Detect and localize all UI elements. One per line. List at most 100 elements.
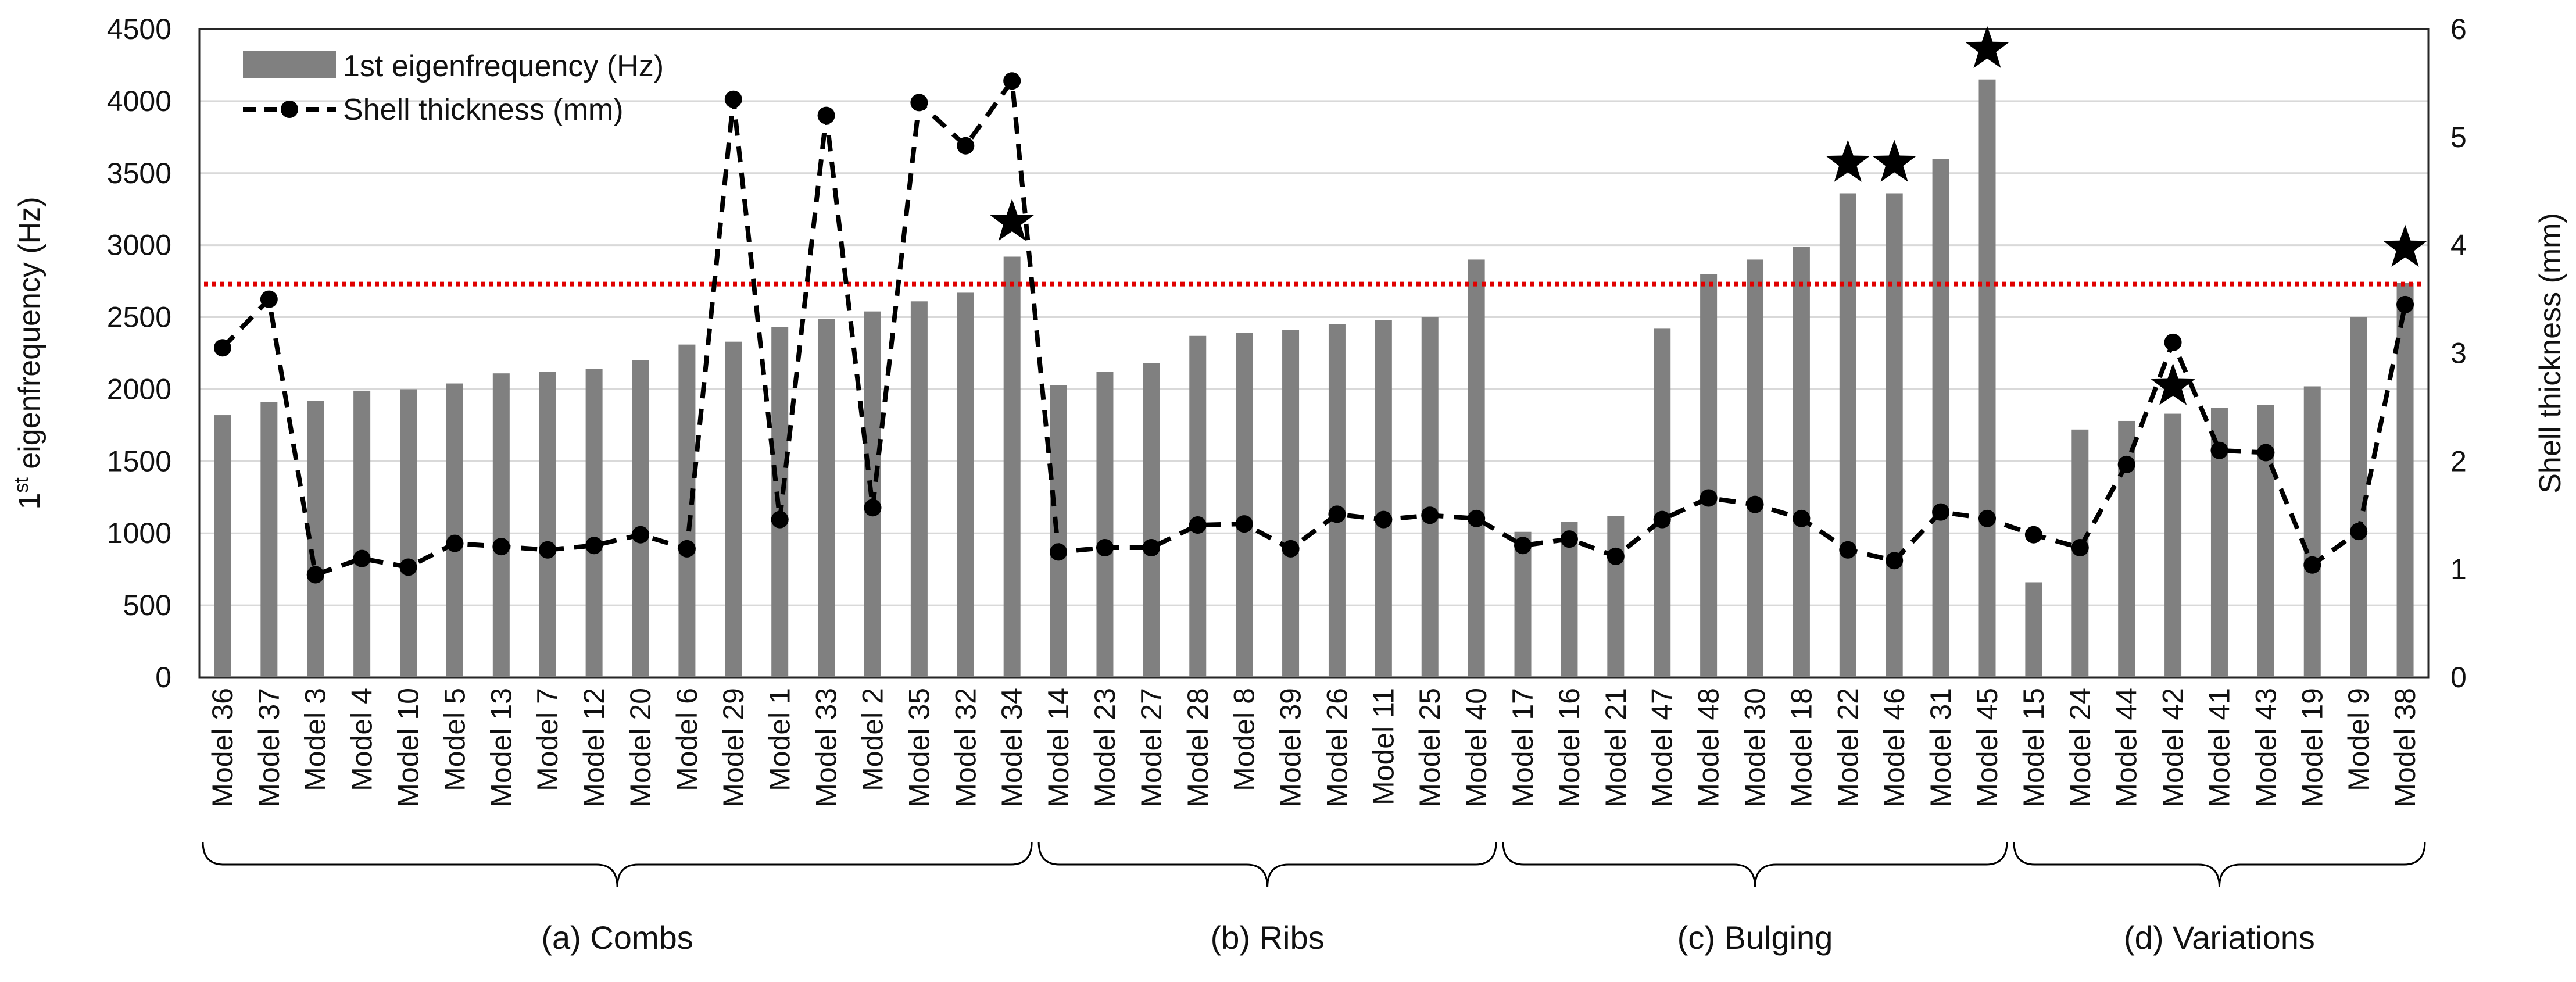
bar <box>400 389 417 677</box>
star-marker <box>1826 140 1870 182</box>
bar <box>1839 193 1856 677</box>
star-marker <box>990 199 1035 241</box>
bar <box>1514 531 1532 677</box>
bar <box>1421 317 1439 677</box>
bar <box>1654 328 1671 677</box>
thickness-marker <box>2396 295 2414 313</box>
x-tick-label: Model 32 <box>949 688 982 808</box>
bar <box>1003 256 1021 677</box>
bar <box>2303 386 2321 677</box>
bar <box>1793 247 1810 678</box>
group-brace <box>1037 841 1497 888</box>
x-tick-label: Model 24 <box>2064 688 2096 808</box>
y-left-tick-label: 1500 <box>107 445 171 477</box>
group-brace <box>1502 841 2008 888</box>
thickness-marker <box>1653 510 1671 529</box>
x-tick-label: Model 31 <box>1924 688 1957 808</box>
x-tick-label: Model 22 <box>1831 688 1864 808</box>
thickness-marker <box>1978 509 1996 527</box>
x-tick-label: Model 6 <box>671 688 703 791</box>
thickness-marker <box>1932 503 1950 521</box>
bar <box>1096 372 1114 677</box>
x-tick-label: Model 25 <box>1414 688 1446 808</box>
star-marker <box>1872 140 1917 182</box>
x-tick-label: Model 46 <box>1878 688 1910 808</box>
y-right-tick-label: 6 <box>2450 13 2467 45</box>
x-tick-label: Model 27 <box>1135 688 1168 808</box>
y-left-tick-label: 0 <box>155 661 171 694</box>
bar <box>2396 283 2414 678</box>
bar <box>1747 259 1764 677</box>
thickness-marker <box>399 558 417 576</box>
x-tick-label: Model 23 <box>1089 688 1121 808</box>
thickness-marker <box>353 549 371 567</box>
thickness-marker <box>213 339 231 357</box>
bar <box>1282 330 1300 677</box>
thickness-marker <box>1514 537 1532 555</box>
x-tick-label: Model 44 <box>2110 688 2143 808</box>
x-tick-label: Model 15 <box>2017 688 2050 808</box>
y-right-axis-label: Shell thickness (mm) <box>2534 213 2567 494</box>
x-tick-label: Model 4 <box>346 688 378 791</box>
group-label: (b) Ribs <box>1211 919 1325 956</box>
y-left-tick-label: 4000 <box>107 85 171 117</box>
x-tick-label: Model 34 <box>996 688 1028 808</box>
y-right-tick-label: 5 <box>2450 121 2467 153</box>
x-tick-label: Model 3 <box>299 688 332 791</box>
thickness-marker <box>1700 489 1718 507</box>
bar <box>725 341 742 677</box>
x-tick-label: Model 11 <box>1367 688 1400 805</box>
x-tick-label: Model 7 <box>531 688 564 791</box>
bar <box>1236 333 1253 677</box>
bar <box>1886 193 1903 677</box>
thickness-marker <box>2350 523 2368 541</box>
thickness-marker <box>957 137 975 155</box>
thickness-marker <box>1421 506 1439 524</box>
bar <box>353 390 371 677</box>
plot-frame <box>198 28 2430 679</box>
y-left-axis-label: 1st eigenfrequency (Hz) <box>10 197 46 509</box>
y-left-tick-label: 2500 <box>107 301 171 334</box>
thickness-marker <box>1142 539 1160 556</box>
x-tick-label: Model 29 <box>717 688 750 808</box>
legend: 1st eigenfrequency (Hz) Shell thickness (… <box>243 49 664 127</box>
y-right-tick-label: 0 <box>2450 661 2467 694</box>
bar <box>585 369 603 677</box>
legend-line-label: Shell thickness (mm) <box>343 93 624 127</box>
y-left-tick-label: 1000 <box>107 517 171 549</box>
x-tick-labels: Model 36 Model 37 Model 3 Model 4 Model 10 Mo… <box>206 688 2421 808</box>
x-tick-label: Model 33 <box>810 688 843 808</box>
y-left-tick-label: 2000 <box>107 373 171 405</box>
bar <box>446 383 463 677</box>
thickness-marker <box>1793 509 1811 527</box>
thickness-marker <box>1375 510 1393 529</box>
bar <box>1143 363 1160 677</box>
star-marker <box>2383 224 2428 267</box>
thickness-marker <box>632 526 650 544</box>
group-label: (d) Variations <box>2124 919 2315 956</box>
thickness-marker <box>492 538 510 556</box>
x-tick-label: Model 21 <box>1600 688 1632 808</box>
thickness-marker <box>306 566 324 584</box>
x-tick-label: Model 42 <box>2157 688 2189 808</box>
x-tick-label: Model 16 <box>1553 688 1586 808</box>
x-tick-label: Model 47 <box>1646 688 1679 808</box>
thickness-marker <box>1235 515 1253 533</box>
y-left-tick-label: 500 <box>123 589 171 622</box>
x-tick-label: Model 37 <box>253 688 285 808</box>
thickness-marker <box>1839 541 1857 559</box>
x-tick-label: Model 20 <box>624 688 657 808</box>
bar <box>1607 516 1625 677</box>
star-marker <box>1965 26 2009 69</box>
star-marker <box>2151 363 2195 405</box>
thickness-marker <box>1746 495 1764 513</box>
y-left-tick-label: 3500 <box>107 157 171 190</box>
x-tick-label: Model 12 <box>578 688 610 808</box>
bar <box>818 319 835 677</box>
bar-series <box>214 79 2414 678</box>
x-tick-label: Model 40 <box>1460 688 1493 808</box>
thickness-marker <box>2071 539 2089 556</box>
x-tick-label: Model 10 <box>392 688 425 808</box>
